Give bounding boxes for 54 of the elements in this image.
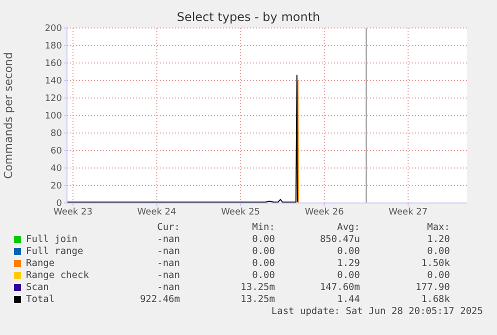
y-tick-label: 80 [50,129,62,140]
y-tick-label: 20 [50,182,62,192]
x-tick-label: Week 25 [221,207,260,218]
text: 1.50k [420,258,450,269]
y-tick-label: 180 [44,42,62,52]
text: 922.46m [138,294,180,305]
text: 0.00 [426,270,450,281]
text: Cur: [156,222,180,233]
text: -nan [156,270,180,281]
text: -nan [156,234,180,245]
text: 0.00 [251,234,275,245]
text: 850.47u [318,234,360,245]
legend-label: Total [26,294,55,305]
text: 13.25m [240,282,275,293]
text: 177.90 [414,282,450,293]
text: Min: [251,222,275,233]
text: -nan [156,282,180,293]
y-tick-label: 140 [44,76,62,87]
x-tick-label: Week 27 [388,207,428,218]
text: Avg: [336,222,360,233]
y-tick-label: 40 [50,164,62,174]
x-tick-label: Week 23 [53,207,92,218]
y-tick-label: 0 [56,199,62,210]
text: Last update: Sat Jun 28 20:05:17 2025 [271,306,483,317]
legend-label: Full range [26,246,84,257]
y-tick-label: 60 [50,146,62,157]
text: 147.60m [318,282,360,293]
text: -nan [156,246,180,257]
text: 1.68k [420,294,450,305]
text: -nan [156,258,180,269]
x-tick-label: Week 26 [304,207,344,218]
text: Max: [426,222,450,233]
text: 0.00 [251,258,275,269]
line-series [67,74,298,203]
text: 0.00 [336,246,360,257]
text: 0.00 [336,270,360,281]
y-tick-label: 120 [44,94,62,104]
text: 0.00 [251,246,275,257]
text: 1.44 [336,294,360,305]
chart-title: Select types - by month [176,10,322,24]
text: 1.20 [426,234,450,245]
y-tick-label: 200 [44,24,62,34]
x-tick-label: Week 24 [137,207,177,218]
legend-label: Scan [26,282,49,293]
legend-label: Full join [26,234,78,245]
text: 13.25m [240,294,275,305]
legend-label: Range [26,258,55,269]
text: 0.00 [426,246,450,257]
text: 1.29 [336,258,360,269]
legend-label: Range check [26,270,89,281]
text: 0.00 [251,270,275,281]
y-axis-title: Commands per second [2,52,15,179]
y-tick-label: 100 [44,112,62,122]
y-tick-label: 160 [44,59,62,70]
